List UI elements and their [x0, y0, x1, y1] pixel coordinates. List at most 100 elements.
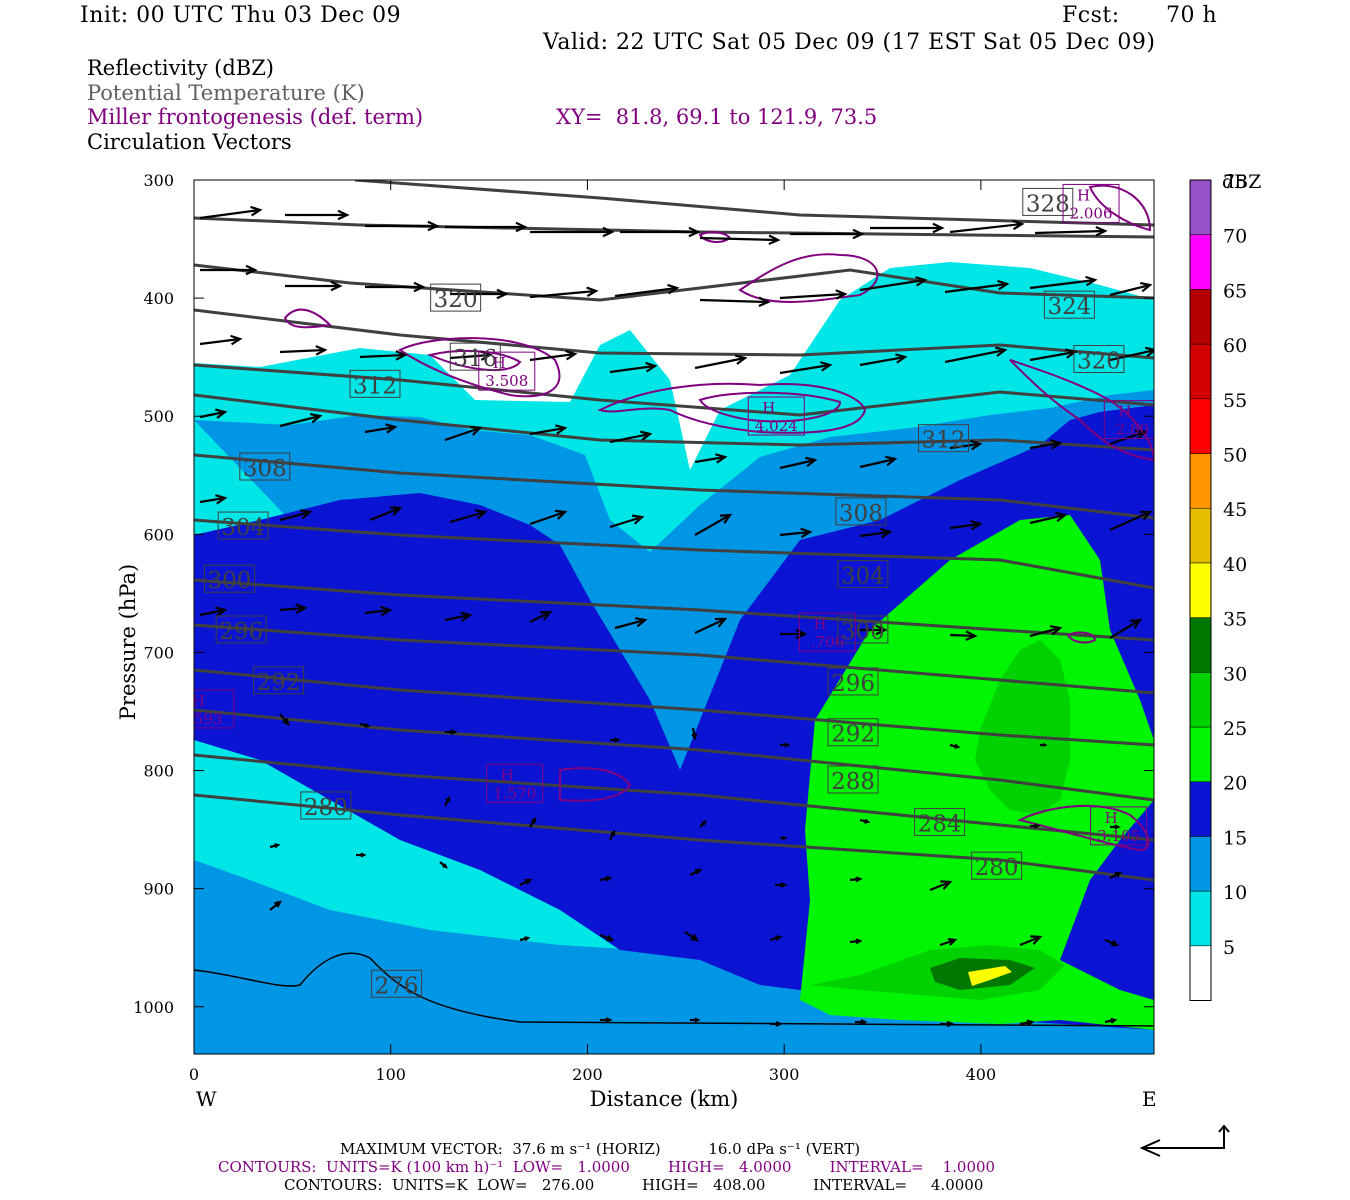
vector-head-10	[1095, 225, 1108, 237]
vector-head-19	[915, 276, 928, 287]
theta-contour-line-1	[194, 216, 1154, 239]
colorbar-level-30: 30	[1223, 663, 1247, 685]
vector-head-102	[855, 938, 863, 945]
vector-shaft-46	[1109, 430, 1146, 446]
theta-label-20: 280	[975, 855, 1019, 881]
vector-head-100	[690, 933, 700, 942]
theta-label-9: 304	[221, 515, 265, 541]
vector-shaft-21	[1029, 278, 1096, 290]
x-tick-label-1: 100	[375, 1065, 406, 1084]
vector-shaft-38	[444, 426, 481, 442]
vector-head-24	[315, 345, 328, 356]
vector-shaft-35	[199, 410, 226, 419]
vector-head-104	[1030, 935, 1043, 945]
vector-head-36	[309, 412, 323, 424]
vector-shaft-104	[1019, 935, 1041, 947]
vector-head-74	[614, 737, 621, 743]
vector-shaft-16	[614, 286, 678, 298]
theta-contour-line-3	[194, 308, 1154, 360]
vector-head-32	[995, 346, 1008, 357]
theta-label-box-7	[239, 452, 291, 481]
theta-label-8: 308	[839, 501, 883, 527]
theta-label-box-11	[203, 564, 255, 593]
colorbar-segment-5	[1189, 672, 1212, 728]
vector-head-90	[442, 863, 448, 869]
vector-shaft-54	[779, 530, 811, 537]
frontogenesis-max-box-7	[1090, 806, 1148, 846]
theta-label-box-15	[253, 666, 305, 695]
vector-shaft-55	[859, 530, 891, 538]
theta-label-21: 276	[375, 973, 419, 999]
footer-theta-contours: CONTOURS: UNITS=K LOW= 276.00 HIGH= 408.…	[284, 1176, 984, 1194]
vector-head-95	[855, 876, 863, 883]
reflectivity-20-25-region	[800, 515, 1154, 1030]
vector-head-34	[1145, 346, 1154, 358]
theta-label-12: 300	[841, 619, 885, 645]
vector-head-97	[1114, 871, 1123, 878]
legend-frontogenesis: Miller frontogenesis (def. term)	[87, 105, 424, 129]
theta-label-box-10	[837, 559, 889, 588]
vector-head-109	[860, 1019, 868, 1025]
vector-head-20	[997, 279, 1010, 291]
colorbar-level-65: 65	[1223, 280, 1247, 302]
vector-shaft-20	[944, 282, 1008, 294]
valid-time: Valid: 22 UTC Sat 05 Dec 09 (17 EST Sat …	[543, 30, 1156, 55]
vector-shaft-59	[199, 608, 226, 617]
vector-head-91	[524, 878, 533, 885]
theta-contour-line-8	[194, 578, 1154, 642]
vector-head-94	[780, 882, 788, 888]
vector-head-108	[775, 1021, 783, 1027]
init-time: Init: 00 UTC Thu 03 Dec 09	[80, 3, 402, 28]
theta-label-box-21	[371, 969, 423, 998]
vector-head-29	[735, 354, 748, 365]
frontogenesis-max-box-0	[1062, 183, 1120, 223]
vector-head-7	[852, 228, 865, 240]
y-tick-label-0: 300	[143, 171, 174, 190]
plot-area: 328 324 320 320 316 312 312 308 308 304 304 300 300 2…	[192, 180, 1154, 1054]
frontogenesis-contour-9	[1017, 805, 1150, 852]
theta-contour-line-11	[194, 708, 1154, 802]
vector-head-86	[864, 818, 871, 824]
theta-label-1: 324	[1047, 294, 1091, 320]
theta-contour-line-13	[194, 793, 1154, 882]
theta-contour-line-10	[194, 668, 1154, 747]
vector-head-39	[555, 424, 568, 435]
frontogenesis-max-box-1	[478, 351, 536, 391]
vector-shaft-43	[859, 457, 896, 469]
colorbar-level-45: 45	[1223, 499, 1247, 521]
colorbar-segment-12	[1189, 289, 1212, 345]
colorbar-segment-7	[1189, 562, 1212, 618]
vector-head-93	[694, 868, 703, 875]
theta-label-box-5	[349, 369, 401, 398]
theta-label-box-8	[835, 497, 887, 526]
colorbar-level-70: 70	[1223, 226, 1247, 248]
vector-head-2	[427, 220, 440, 232]
vector-head-63	[539, 610, 553, 621]
vector-shaft-48	[279, 510, 311, 522]
colorbar-segment-2	[1189, 836, 1212, 892]
frontogenesis-max-letter-5: H	[192, 692, 205, 710]
frontogenesis-max-value-7: 3.105	[1097, 827, 1140, 845]
colorbar-level-5: 5	[1223, 937, 1235, 959]
theta-label-box-2	[430, 283, 482, 312]
vector-head-6	[768, 234, 781, 246]
vector-shaft-37	[364, 425, 396, 434]
vector-shaft-33	[1029, 350, 1076, 362]
vector-head-99	[606, 934, 615, 942]
vector-shaft-9	[949, 222, 1023, 234]
vector-head-60	[295, 603, 308, 614]
vector-head-17	[758, 296, 771, 308]
vector-shaft-24	[279, 348, 326, 354]
vector-shaft-53	[694, 514, 731, 536]
vector-shaft-62	[444, 613, 471, 622]
vector-shaft-39	[529, 426, 566, 436]
vector-shaft-25	[359, 353, 406, 359]
vector-head-5	[688, 226, 701, 238]
colorbar-segment-4	[1189, 726, 1212, 782]
vector-head-44	[970, 439, 983, 451]
vector-head-23	[230, 334, 243, 346]
theta-label-5: 312	[353, 373, 397, 399]
colorbar-segment-13	[1189, 234, 1212, 290]
vector-shaft-28	[609, 364, 656, 374]
